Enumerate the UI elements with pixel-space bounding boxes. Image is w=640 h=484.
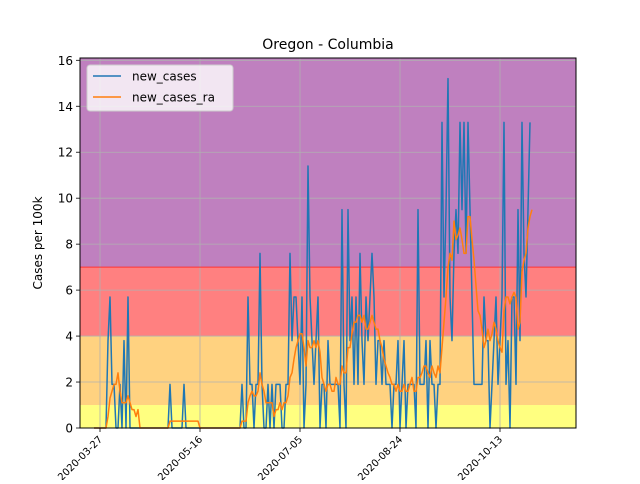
x-tick-label-3: 2020-08-24 <box>356 434 405 480</box>
y-tick-label-5: 10 <box>58 192 73 206</box>
x-tick-label-0: 2020-03-27 <box>56 434 105 480</box>
y-tick-label-4: 8 <box>65 238 73 252</box>
x-tick-label-2: 2020-07-05 <box>256 434 305 480</box>
chart-title: Oregon - Columbia <box>262 37 393 53</box>
series-line-new_cases_ra <box>94 209 533 429</box>
y-tick-label-1: 2 <box>65 376 73 390</box>
x-tick-label-4: 2020-10-13 <box>456 434 505 480</box>
y-axis-label: Cases per 100k <box>31 196 45 289</box>
y-axis-ticks: 0 2 4 6 8 10 12 14 16 <box>58 54 80 436</box>
legend-box <box>86 64 234 112</box>
x-tick-label-1: 2020-05-16 <box>156 434 205 480</box>
y-tick-label-2: 4 <box>65 330 73 344</box>
y-tick-label-6: 12 <box>58 146 73 160</box>
x-axis-ticks: 2020-03-27 2020-05-16 2020-07-05 2020-08-24… <box>56 428 505 483</box>
y-tick-label-8: 16 <box>58 54 73 68</box>
y-tick-label-3: 6 <box>65 284 73 298</box>
y-tick-label-7: 14 <box>58 100 73 114</box>
legend-label-new_cases_ra: new_cases_ra <box>132 91 215 105</box>
legend-label-new_cases: new_cases <box>132 70 197 84</box>
y-tick-label-0: 0 <box>65 422 73 436</box>
band-0 <box>80 405 576 428</box>
legend: new_cases new_cases_ra <box>86 64 234 112</box>
plot-frame <box>79 57 577 429</box>
risk-bands <box>80 58 576 428</box>
